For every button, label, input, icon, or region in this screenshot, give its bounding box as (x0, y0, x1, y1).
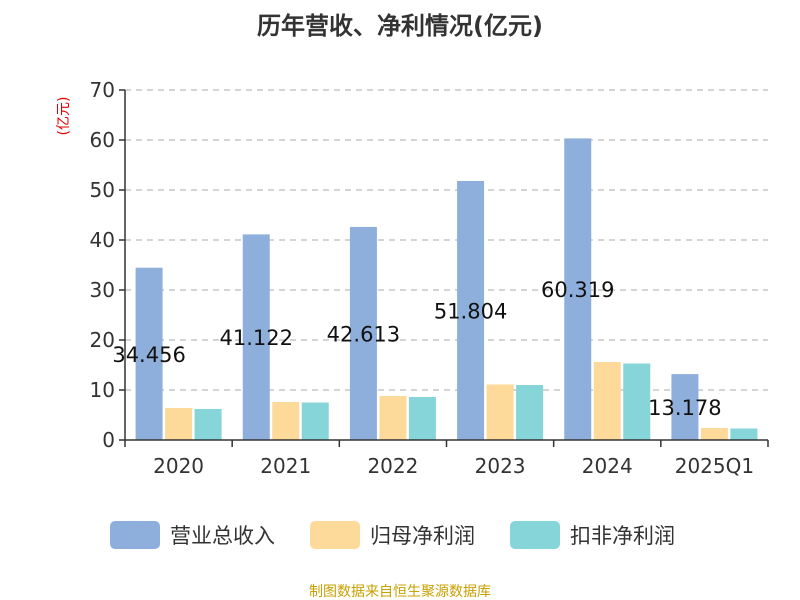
grid-lines (125, 89, 768, 391)
bar (301, 402, 329, 440)
data-label: 51.804 (434, 299, 507, 323)
bar (165, 408, 193, 440)
bar (623, 363, 651, 440)
data-label: 34.456 (112, 343, 185, 367)
source-note: 制图数据来自恒生聚源数据库 (309, 584, 491, 600)
legend-swatch (110, 521, 160, 549)
legend-swatch (510, 521, 560, 549)
bars (135, 138, 758, 441)
bar (516, 385, 544, 440)
x-tick-label: 2024 (582, 454, 633, 478)
y-tick-label: 20 (90, 328, 115, 352)
bar (564, 138, 592, 440)
x-tick-label: 2022 (367, 454, 418, 478)
y-tick-label: 0 (102, 428, 115, 452)
y-tick-label: 70 (90, 78, 115, 102)
data-labels: 34.456 41.122 42.613 51.804 60.319 13.178 (112, 278, 721, 420)
bar (349, 226, 377, 440)
y-tick-label: 50 (90, 178, 115, 202)
legend: 营业总收入 归母净利润 扣非净利润 (110, 521, 675, 549)
bar (272, 402, 300, 440)
data-label: 60.319 (541, 278, 614, 302)
y-tick-label: 10 (90, 378, 115, 402)
y-tick-label: 30 (90, 278, 115, 302)
y-axis-unit-label: (亿元) (56, 97, 72, 136)
chart-title: 历年营收、净利情况(亿元) (257, 12, 543, 40)
bar (700, 428, 728, 440)
legend-swatch (310, 521, 360, 549)
bar (408, 397, 436, 440)
y-tick-label: 40 (90, 228, 115, 252)
x-tick-label: 2021 (260, 454, 311, 478)
axes: 0 10 20 30 40 50 60 70 2020 2021 2022 2023 2024 2025Q… (90, 78, 769, 478)
bar (486, 384, 514, 440)
data-label: 13.178 (648, 396, 721, 420)
x-tick-label: 2023 (475, 454, 526, 478)
bar (379, 396, 407, 440)
bar (242, 234, 270, 440)
bar (457, 180, 485, 441)
data-label: 42.613 (327, 322, 400, 346)
x-tick-label: 2020 (153, 454, 204, 478)
bar (593, 362, 621, 440)
y-tick-label: 60 (90, 128, 115, 152)
bar (194, 409, 222, 440)
bar (730, 428, 758, 440)
legend-label: 归母净利润 (370, 524, 475, 548)
legend-label: 营业总收入 (170, 524, 275, 548)
x-tick-label: 2025Q1 (675, 454, 754, 478)
bar (135, 267, 163, 440)
legend-label: 扣非净利润 (570, 524, 675, 548)
data-label: 41.122 (220, 326, 293, 350)
bar (671, 374, 699, 440)
